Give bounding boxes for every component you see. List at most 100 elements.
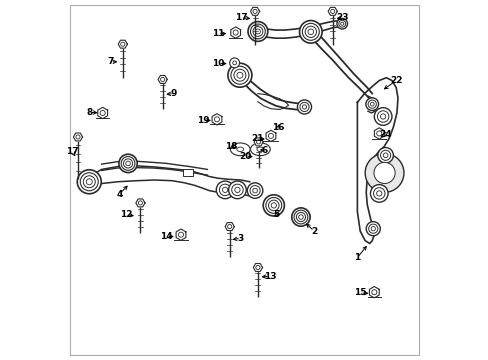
Circle shape [365,153,403,192]
Circle shape [256,140,260,144]
Circle shape [252,9,257,13]
Text: 16: 16 [271,123,284,132]
Circle shape [369,102,373,106]
Text: 23: 23 [336,13,348,22]
Circle shape [383,153,387,158]
Circle shape [330,9,334,13]
Polygon shape [98,107,107,118]
Polygon shape [118,40,127,48]
Text: 15: 15 [353,288,366,297]
Text: 24: 24 [379,130,391,139]
Text: 13: 13 [263,272,276,281]
FancyBboxPatch shape [183,169,192,176]
Circle shape [370,185,387,202]
Circle shape [297,100,311,114]
Circle shape [376,131,381,136]
Circle shape [268,133,273,139]
Text: 18: 18 [225,142,237,151]
Circle shape [377,111,388,122]
Ellipse shape [236,147,243,152]
Text: 2: 2 [310,227,317,236]
Circle shape [83,176,95,188]
Text: 10: 10 [211,59,224,68]
Circle shape [265,198,281,213]
Circle shape [380,114,385,119]
Ellipse shape [230,143,250,156]
Circle shape [298,215,303,219]
Circle shape [377,148,392,163]
Text: 14: 14 [160,232,172,241]
Circle shape [302,105,306,109]
Circle shape [376,191,381,196]
Circle shape [247,183,263,198]
Text: 8: 8 [86,108,92,117]
Polygon shape [369,287,378,298]
Circle shape [293,210,307,224]
Circle shape [370,226,375,231]
Polygon shape [136,199,145,207]
Text: 17: 17 [234,13,247,22]
Circle shape [365,98,378,111]
Circle shape [338,20,345,27]
Text: 21: 21 [251,134,263,143]
Text: 11: 11 [211,29,224,38]
Circle shape [229,58,239,68]
Circle shape [160,77,164,81]
Circle shape [121,42,124,46]
Circle shape [232,61,236,65]
Circle shape [299,102,308,112]
Circle shape [307,29,313,35]
Text: 17: 17 [66,147,79,156]
Polygon shape [357,78,397,243]
Circle shape [263,195,284,216]
Text: 6: 6 [261,145,267,154]
Polygon shape [212,114,222,125]
Circle shape [236,72,243,78]
Circle shape [86,179,92,185]
Text: 9: 9 [170,89,177,98]
Circle shape [227,225,231,229]
Text: 20: 20 [239,152,251,161]
Circle shape [216,181,233,199]
Circle shape [119,154,137,172]
Circle shape [302,23,319,40]
Circle shape [252,27,263,36]
Polygon shape [158,76,167,84]
Circle shape [123,159,132,168]
Circle shape [231,184,243,195]
Circle shape [234,187,240,193]
Circle shape [76,135,80,139]
Text: 1: 1 [353,253,360,262]
Text: 22: 22 [389,76,402,85]
Circle shape [367,100,376,108]
Circle shape [125,161,130,166]
Ellipse shape [250,143,270,156]
Polygon shape [374,128,384,139]
Circle shape [249,185,260,195]
Circle shape [80,173,98,191]
Text: 3: 3 [237,234,244,243]
Polygon shape [230,27,240,38]
Text: 4: 4 [116,190,122,199]
Circle shape [100,111,105,116]
Text: 12: 12 [120,210,132,219]
Circle shape [230,66,248,84]
Circle shape [233,30,238,35]
Circle shape [222,187,227,193]
Circle shape [247,22,267,41]
Ellipse shape [256,147,264,152]
Polygon shape [224,222,234,230]
Circle shape [299,21,322,43]
Circle shape [250,24,265,39]
Circle shape [227,63,251,87]
Circle shape [268,200,279,211]
Circle shape [178,232,183,237]
Circle shape [373,162,394,184]
Polygon shape [265,130,275,141]
Polygon shape [250,8,259,15]
Circle shape [228,181,246,199]
Circle shape [305,26,316,37]
Circle shape [374,108,391,125]
Text: 7: 7 [107,57,113,66]
Circle shape [340,22,343,25]
